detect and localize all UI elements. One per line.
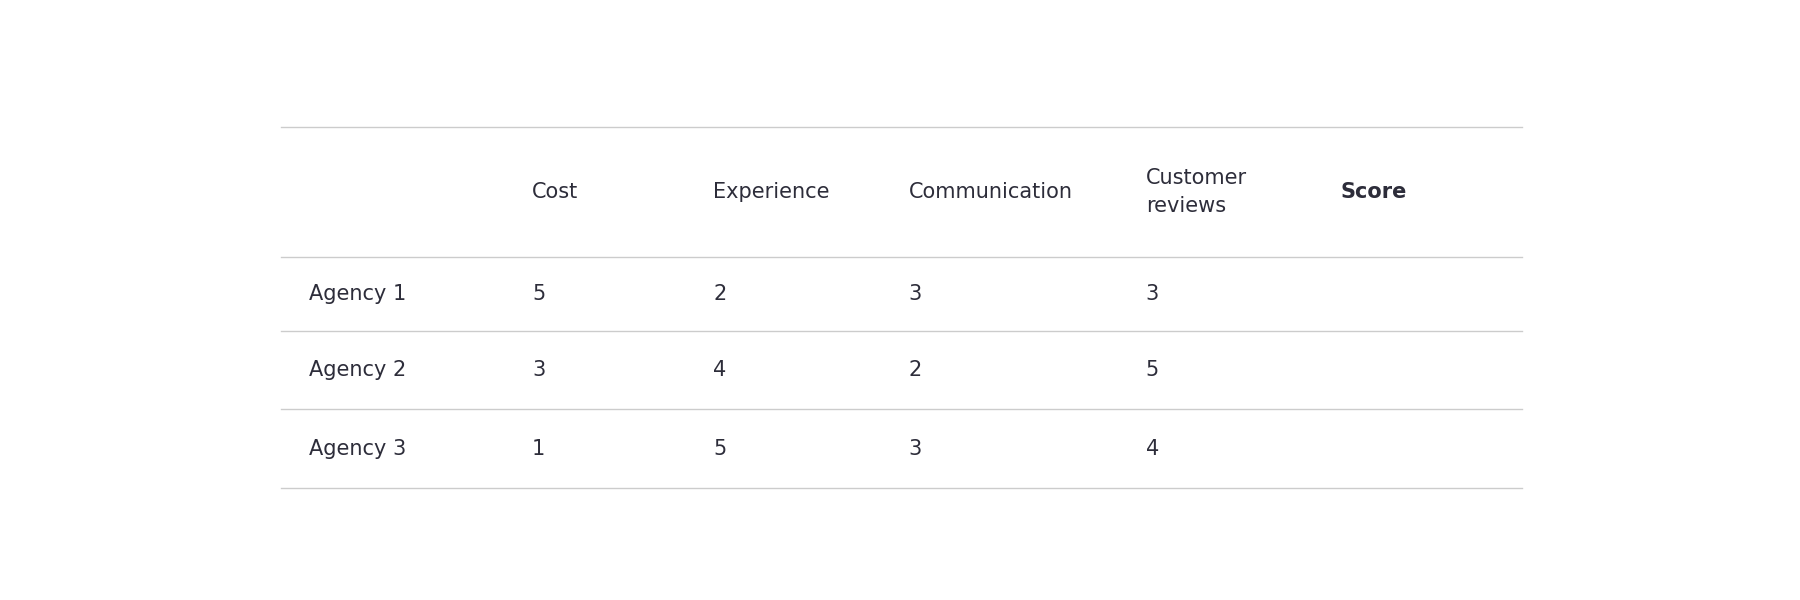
- Text: Cost: Cost: [533, 182, 578, 202]
- Text: 3: 3: [1147, 284, 1159, 304]
- Text: 2: 2: [713, 284, 727, 304]
- Text: Experience: Experience: [713, 182, 830, 202]
- Text: 3: 3: [909, 439, 922, 458]
- Text: Score: Score: [1341, 182, 1408, 202]
- Text: 3: 3: [533, 360, 545, 380]
- Text: Agency 3: Agency 3: [310, 439, 407, 458]
- Text: 4: 4: [1147, 439, 1159, 458]
- Text: 3: 3: [909, 284, 922, 304]
- Text: Customer
reviews: Customer reviews: [1147, 168, 1247, 216]
- Text: 5: 5: [713, 439, 727, 458]
- Text: Agency 2: Agency 2: [310, 360, 407, 380]
- Text: Communication: Communication: [909, 182, 1073, 202]
- Text: 1: 1: [533, 439, 545, 458]
- Text: 5: 5: [1147, 360, 1159, 380]
- Text: 4: 4: [713, 360, 727, 380]
- Text: Agency 1: Agency 1: [310, 284, 407, 304]
- Text: 5: 5: [533, 284, 545, 304]
- Text: 2: 2: [909, 360, 922, 380]
